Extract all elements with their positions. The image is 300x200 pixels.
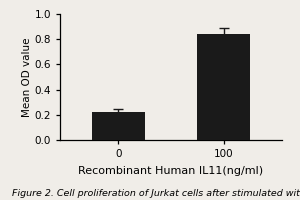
Bar: [197, 34, 250, 140]
Text: Figure 2. Cell proliferation of Jurkat cells after stimulated with IL11.: Figure 2. Cell proliferation of Jurkat c…: [12, 189, 300, 198]
Y-axis label: Mean OD value: Mean OD value: [22, 37, 32, 117]
Bar: [92, 112, 145, 140]
X-axis label: Recombinant Human IL11(ng/ml): Recombinant Human IL11(ng/ml): [78, 166, 264, 176]
